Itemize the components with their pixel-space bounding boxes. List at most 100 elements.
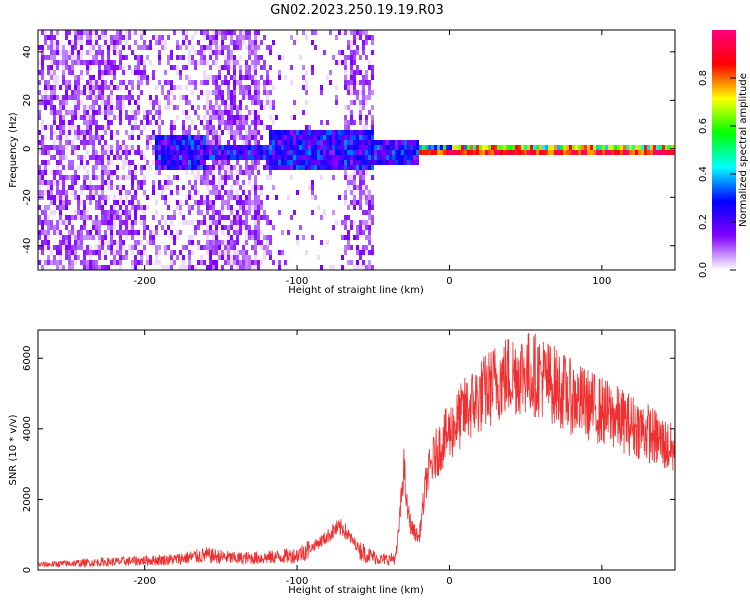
heatmap-cell <box>335 220 338 225</box>
heatmap-cell <box>119 85 122 90</box>
heatmap-cell <box>365 170 368 175</box>
heatmap-cell <box>173 30 176 35</box>
heatmap-cell <box>239 30 242 35</box>
heatmap-cell <box>326 130 329 135</box>
heatmap-cell <box>227 60 230 65</box>
heatmap-cell <box>449 150 452 155</box>
heatmap-cell <box>92 55 95 60</box>
heatmap-cell <box>65 155 68 160</box>
heatmap-cell <box>320 175 323 180</box>
heatmap-cell <box>353 220 356 225</box>
heatmap-cell <box>284 75 287 80</box>
heatmap-cell <box>230 55 233 60</box>
heatmap-cell <box>119 200 122 205</box>
heatmap-cell <box>122 230 125 235</box>
heatmap-cell <box>38 205 41 210</box>
heatmap-cell <box>203 230 206 235</box>
heatmap-cell <box>215 75 218 80</box>
heatmap-cell <box>491 150 494 155</box>
heatmap-cell <box>245 120 248 125</box>
heatmap-cell <box>185 265 188 270</box>
heatmap-cell <box>359 185 362 190</box>
heatmap-cell <box>95 215 98 220</box>
heatmap-cell <box>347 205 350 210</box>
heatmap-cell <box>122 240 125 245</box>
heatmap-cell <box>113 155 116 160</box>
heatmap-cell <box>365 55 368 60</box>
heatmap-cell <box>653 145 656 150</box>
heatmap-cell <box>197 260 200 265</box>
heatmap-cell <box>314 130 317 135</box>
heatmap-cell <box>152 160 155 165</box>
heatmap-cell <box>257 240 260 245</box>
heatmap-cell <box>137 105 140 110</box>
heatmap-cell <box>98 240 101 245</box>
heatmap-cell <box>335 160 338 165</box>
heatmap-cell <box>80 100 83 105</box>
heatmap-cell <box>611 150 614 155</box>
heatmap-cell <box>227 70 230 75</box>
heatmap-cell <box>128 95 131 100</box>
heatmap-cell <box>224 155 227 160</box>
heatmap-cell <box>344 30 347 35</box>
heatmap-cell <box>368 145 371 150</box>
heatmap-cell <box>353 175 356 180</box>
heatmap-cell <box>89 85 92 90</box>
heatmap-cell <box>320 240 323 245</box>
heatmap-cell <box>89 265 92 270</box>
heatmap-cell <box>620 150 623 155</box>
heatmap-cell <box>167 55 170 60</box>
heatmap-cell <box>98 140 101 145</box>
heatmap-cell <box>227 230 230 235</box>
heatmap-cell <box>230 245 233 250</box>
heatmap-cell <box>203 125 206 130</box>
heatmap-cell <box>71 55 74 60</box>
heatmap-cell <box>224 35 227 40</box>
heatmap-cell <box>275 165 278 170</box>
heatmap-cell <box>350 80 353 85</box>
heatmap-cell <box>548 150 551 155</box>
heatmap-cell <box>338 135 341 140</box>
heatmap-cell <box>341 160 344 165</box>
heatmap-cell <box>56 190 59 195</box>
heatmap-cell <box>41 265 44 270</box>
heatmap-cell <box>47 235 50 240</box>
heatmap-cell <box>368 65 371 70</box>
heatmap-cell <box>194 60 197 65</box>
heatmap-cell <box>131 170 134 175</box>
heatmap-cell <box>152 35 155 40</box>
heatmap-cell <box>374 140 377 145</box>
heatmap-cell <box>218 45 221 50</box>
heatmap-cell <box>59 250 62 255</box>
heatmap-cell <box>44 55 47 60</box>
heatmap-cell <box>140 180 143 185</box>
heatmap-cell <box>257 55 260 60</box>
heatmap-cell <box>77 245 80 250</box>
heatmap-cell <box>182 215 185 220</box>
heatmap-cell <box>98 200 101 205</box>
heatmap-cell <box>224 60 227 65</box>
heatmap-cell <box>359 55 362 60</box>
heatmap-cell <box>239 70 242 75</box>
heatmap-cell <box>44 160 47 165</box>
heatmap-cell <box>41 170 44 175</box>
heatmap-cell <box>71 265 74 270</box>
heatmap-cell <box>452 145 455 150</box>
heatmap-cell <box>248 110 251 115</box>
heatmap-cell <box>209 230 212 235</box>
heatmap-cell <box>128 160 131 165</box>
heatmap-cell <box>236 135 239 140</box>
heatmap-cell <box>332 225 335 230</box>
heatmap-cell <box>536 150 539 155</box>
heatmap-cell <box>194 190 197 195</box>
heatmap-cell <box>230 135 233 140</box>
heatmap-cell <box>71 110 74 115</box>
heatmap-cell <box>200 180 203 185</box>
heatmap-cell <box>125 115 128 120</box>
heatmap-cell <box>179 165 182 170</box>
heatmap-cell <box>170 160 173 165</box>
heatmap-cell <box>359 150 362 155</box>
heatmap-cell <box>56 205 59 210</box>
heatmap-cell <box>74 45 77 50</box>
